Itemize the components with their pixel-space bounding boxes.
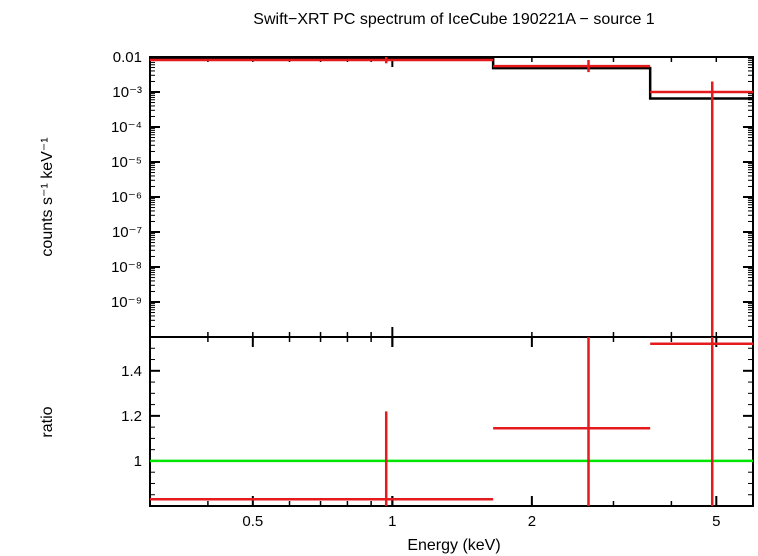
ratio-data-point bbox=[493, 337, 651, 506]
ratio-frame bbox=[149, 336, 754, 507]
x-axis-label: Energy (keV) bbox=[407, 537, 500, 554]
ratio-data-point bbox=[150, 411, 494, 506]
ratio-y-axis-label: ratio bbox=[39, 406, 56, 437]
x-tick-label: 5 bbox=[712, 513, 720, 530]
y-tick-label: 10⁻⁵ bbox=[111, 154, 142, 171]
spectrum-data-point bbox=[493, 60, 651, 73]
y-tick-label: 10⁻⁴ bbox=[111, 119, 142, 136]
y-tick-label: 10⁻⁹ bbox=[111, 294, 142, 311]
x-tick-label: 2 bbox=[528, 513, 536, 530]
chart-title: Swift−XRT PC spectrum of IceCube 190221A… bbox=[253, 11, 655, 28]
x-tick-label: 0.5 bbox=[242, 513, 263, 530]
y-tick-label: 1.2 bbox=[121, 408, 142, 425]
y-tick-label: 10⁻⁸ bbox=[111, 259, 142, 276]
y-tick-label: 1 bbox=[134, 453, 142, 470]
model-line bbox=[150, 56, 753, 100]
x-tick-label: 1 bbox=[388, 513, 396, 530]
y-tick-label: 10⁻³ bbox=[112, 84, 142, 101]
y-tick-label: 10⁻⁶ bbox=[111, 189, 142, 206]
spectrum-y-axis-label: counts s⁻¹ keV⁻¹ bbox=[39, 137, 56, 256]
ratio-panel: 0.5 1 2 5 1 1.2 1.4 bbox=[121, 336, 754, 530]
y-tick-label: 1.4 bbox=[121, 363, 142, 380]
spectrum-panel: 0.01 10⁻³ 10⁻⁴ 10⁻⁵ 10⁻⁶ 10⁻⁷ 10⁻⁸ 10⁻⁹ bbox=[111, 49, 754, 338]
y-tick-label: 0.01 bbox=[113, 49, 142, 66]
ratio-data-point bbox=[650, 337, 753, 506]
spectrum-data-point bbox=[650, 81, 753, 337]
y-tick-label: 10⁻⁷ bbox=[112, 224, 142, 241]
spectrum-data-point bbox=[150, 57, 494, 64]
